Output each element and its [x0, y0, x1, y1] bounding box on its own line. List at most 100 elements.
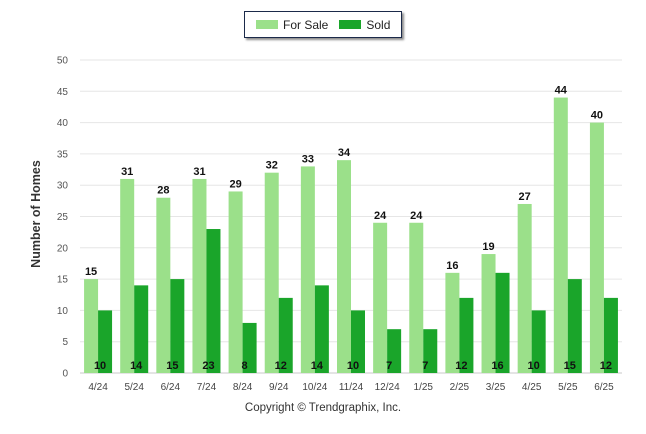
bar-sold	[278, 297, 293, 373]
x-tick-label: 1/25	[414, 382, 434, 393]
y-tick-label: 45	[57, 87, 69, 98]
legend-item-sold: Sold	[339, 18, 390, 32]
bar-sold	[603, 297, 618, 373]
data-label-for-sale: 16	[446, 260, 458, 272]
data-label-for-sale: 44	[555, 85, 568, 97]
data-label-for-sale: 15	[85, 266, 97, 278]
data-label-sold: 10	[347, 360, 359, 372]
bar-for-sale	[264, 172, 279, 373]
data-label-sold: 14	[311, 360, 324, 372]
data-label-sold: 15	[564, 360, 576, 372]
x-tick-label: 5/24	[124, 382, 144, 393]
data-label-sold: 23	[202, 360, 214, 372]
legend-label-for-sale: For Sale	[283, 17, 329, 32]
x-tick-label: 3/25	[486, 382, 506, 393]
data-labels: 15 10 31 14 28 15 31 23 29 8 32 12 33 14 34 10 24 7 24 7 16 1…	[85, 85, 612, 372]
y-tick-label: 20	[57, 243, 69, 254]
bar-for-sale	[192, 178, 207, 373]
y-tick-label: 40	[57, 118, 69, 129]
bar-for-sale	[228, 191, 243, 373]
bar-sold	[351, 310, 365, 373]
x-tick-label: 6/24	[161, 382, 181, 393]
bar-for-sale	[553, 97, 568, 373]
bar-sold	[567, 279, 582, 373]
x-tick-label: 4/25	[522, 382, 542, 393]
data-label-for-sale: 24	[410, 210, 423, 222]
bar-for-sale	[373, 222, 388, 373]
data-label-for-sale: 33	[302, 153, 314, 165]
bar-sold	[387, 329, 402, 373]
y-tick-label: 50	[57, 56, 69, 67]
x-tick-label: 11/24	[339, 382, 364, 393]
bar-for-sale	[120, 178, 135, 373]
y-tick-label: 30	[57, 181, 69, 192]
x-tick-label: 6/25	[594, 382, 614, 393]
bar-sold	[423, 329, 438, 373]
x-tick-label: 12/24	[375, 382, 400, 393]
y-tick-label: 15	[57, 275, 69, 286]
bar-for-sale	[445, 272, 460, 373]
data-label-for-sale: 19	[482, 241, 494, 253]
x-tick-label: 10/24	[302, 382, 327, 393]
data-label-for-sale: 27	[519, 191, 531, 203]
legend-swatch-sold	[339, 20, 362, 29]
data-label-sold: 16	[491, 360, 503, 372]
data-label-sold: 14	[130, 360, 143, 372]
data-label-sold: 12	[600, 360, 612, 372]
bar-sold	[206, 229, 221, 373]
bar-sold	[170, 279, 185, 373]
data-label-sold: 10	[94, 360, 106, 372]
bar-for-sale	[589, 122, 604, 373]
x-tick-label: 9/24	[269, 382, 289, 393]
bar-sold	[495, 272, 510, 373]
data-label-for-sale: 24	[374, 210, 387, 222]
data-label-for-sale: 31	[193, 166, 205, 178]
data-label-for-sale: 29	[229, 178, 241, 190]
data-label-sold: 10	[528, 360, 540, 372]
bar-sold	[134, 285, 149, 373]
x-axis-ticks: 4/24 5/24 6/24 7/24 8/24 9/24 10/24 11/24 12/24 1…	[88, 382, 614, 393]
data-label-sold: 7	[422, 360, 428, 372]
bar-sold	[531, 310, 546, 373]
bar-for-sale	[300, 166, 315, 373]
legend-label-sold: Sold	[366, 17, 391, 32]
y-tick-label: 0	[62, 369, 68, 380]
y-tick-label: 10	[57, 306, 69, 317]
data-label-sold: 8	[242, 360, 248, 372]
bar-sold	[98, 310, 113, 373]
data-label-sold: 7	[386, 360, 392, 372]
data-label-for-sale: 28	[157, 185, 169, 197]
x-tick-label: 7/24	[197, 382, 217, 393]
data-label-sold: 12	[455, 360, 467, 372]
bar-for-sale	[156, 197, 171, 373]
data-label-for-sale: 31	[121, 166, 133, 178]
legend: For Sale Sold	[244, 11, 402, 38]
copyright-text: Copyright © Trendgraphix, Inc.	[244, 402, 402, 414]
bar-for-sale	[84, 279, 99, 373]
bars	[84, 97, 618, 373]
y-tick-label: 5	[62, 337, 68, 348]
bar-sold	[459, 297, 474, 373]
x-tick-label: 8/24	[233, 382, 253, 393]
legend-swatch-for-sale	[256, 20, 278, 29]
y-axis-ticks: 0 5 10 15 20 25 30 35 40 45 50	[57, 56, 69, 380]
y-tick-label: 35	[57, 149, 69, 160]
x-tick-label: 5/25	[558, 382, 578, 393]
y-axis-label: Number of Homes	[29, 160, 43, 268]
legend-item-for-sale: For Sale	[256, 18, 328, 32]
bar-sold	[242, 322, 257, 373]
data-label-sold: 12	[275, 360, 287, 372]
x-tick-label: 4/24	[88, 382, 108, 393]
bar-for-sale	[517, 203, 532, 373]
data-label-for-sale: 32	[266, 160, 278, 172]
y-tick-label: 25	[57, 212, 69, 223]
bar-for-sale	[337, 160, 351, 373]
data-label-sold: 15	[166, 360, 178, 372]
data-label-for-sale: 40	[591, 110, 603, 122]
x-tick-label: 2/25	[450, 382, 470, 393]
data-label-for-sale: 34	[338, 147, 351, 159]
bar-for-sale	[481, 254, 496, 373]
bar-for-sale	[409, 222, 424, 373]
bar-sold	[314, 285, 329, 373]
